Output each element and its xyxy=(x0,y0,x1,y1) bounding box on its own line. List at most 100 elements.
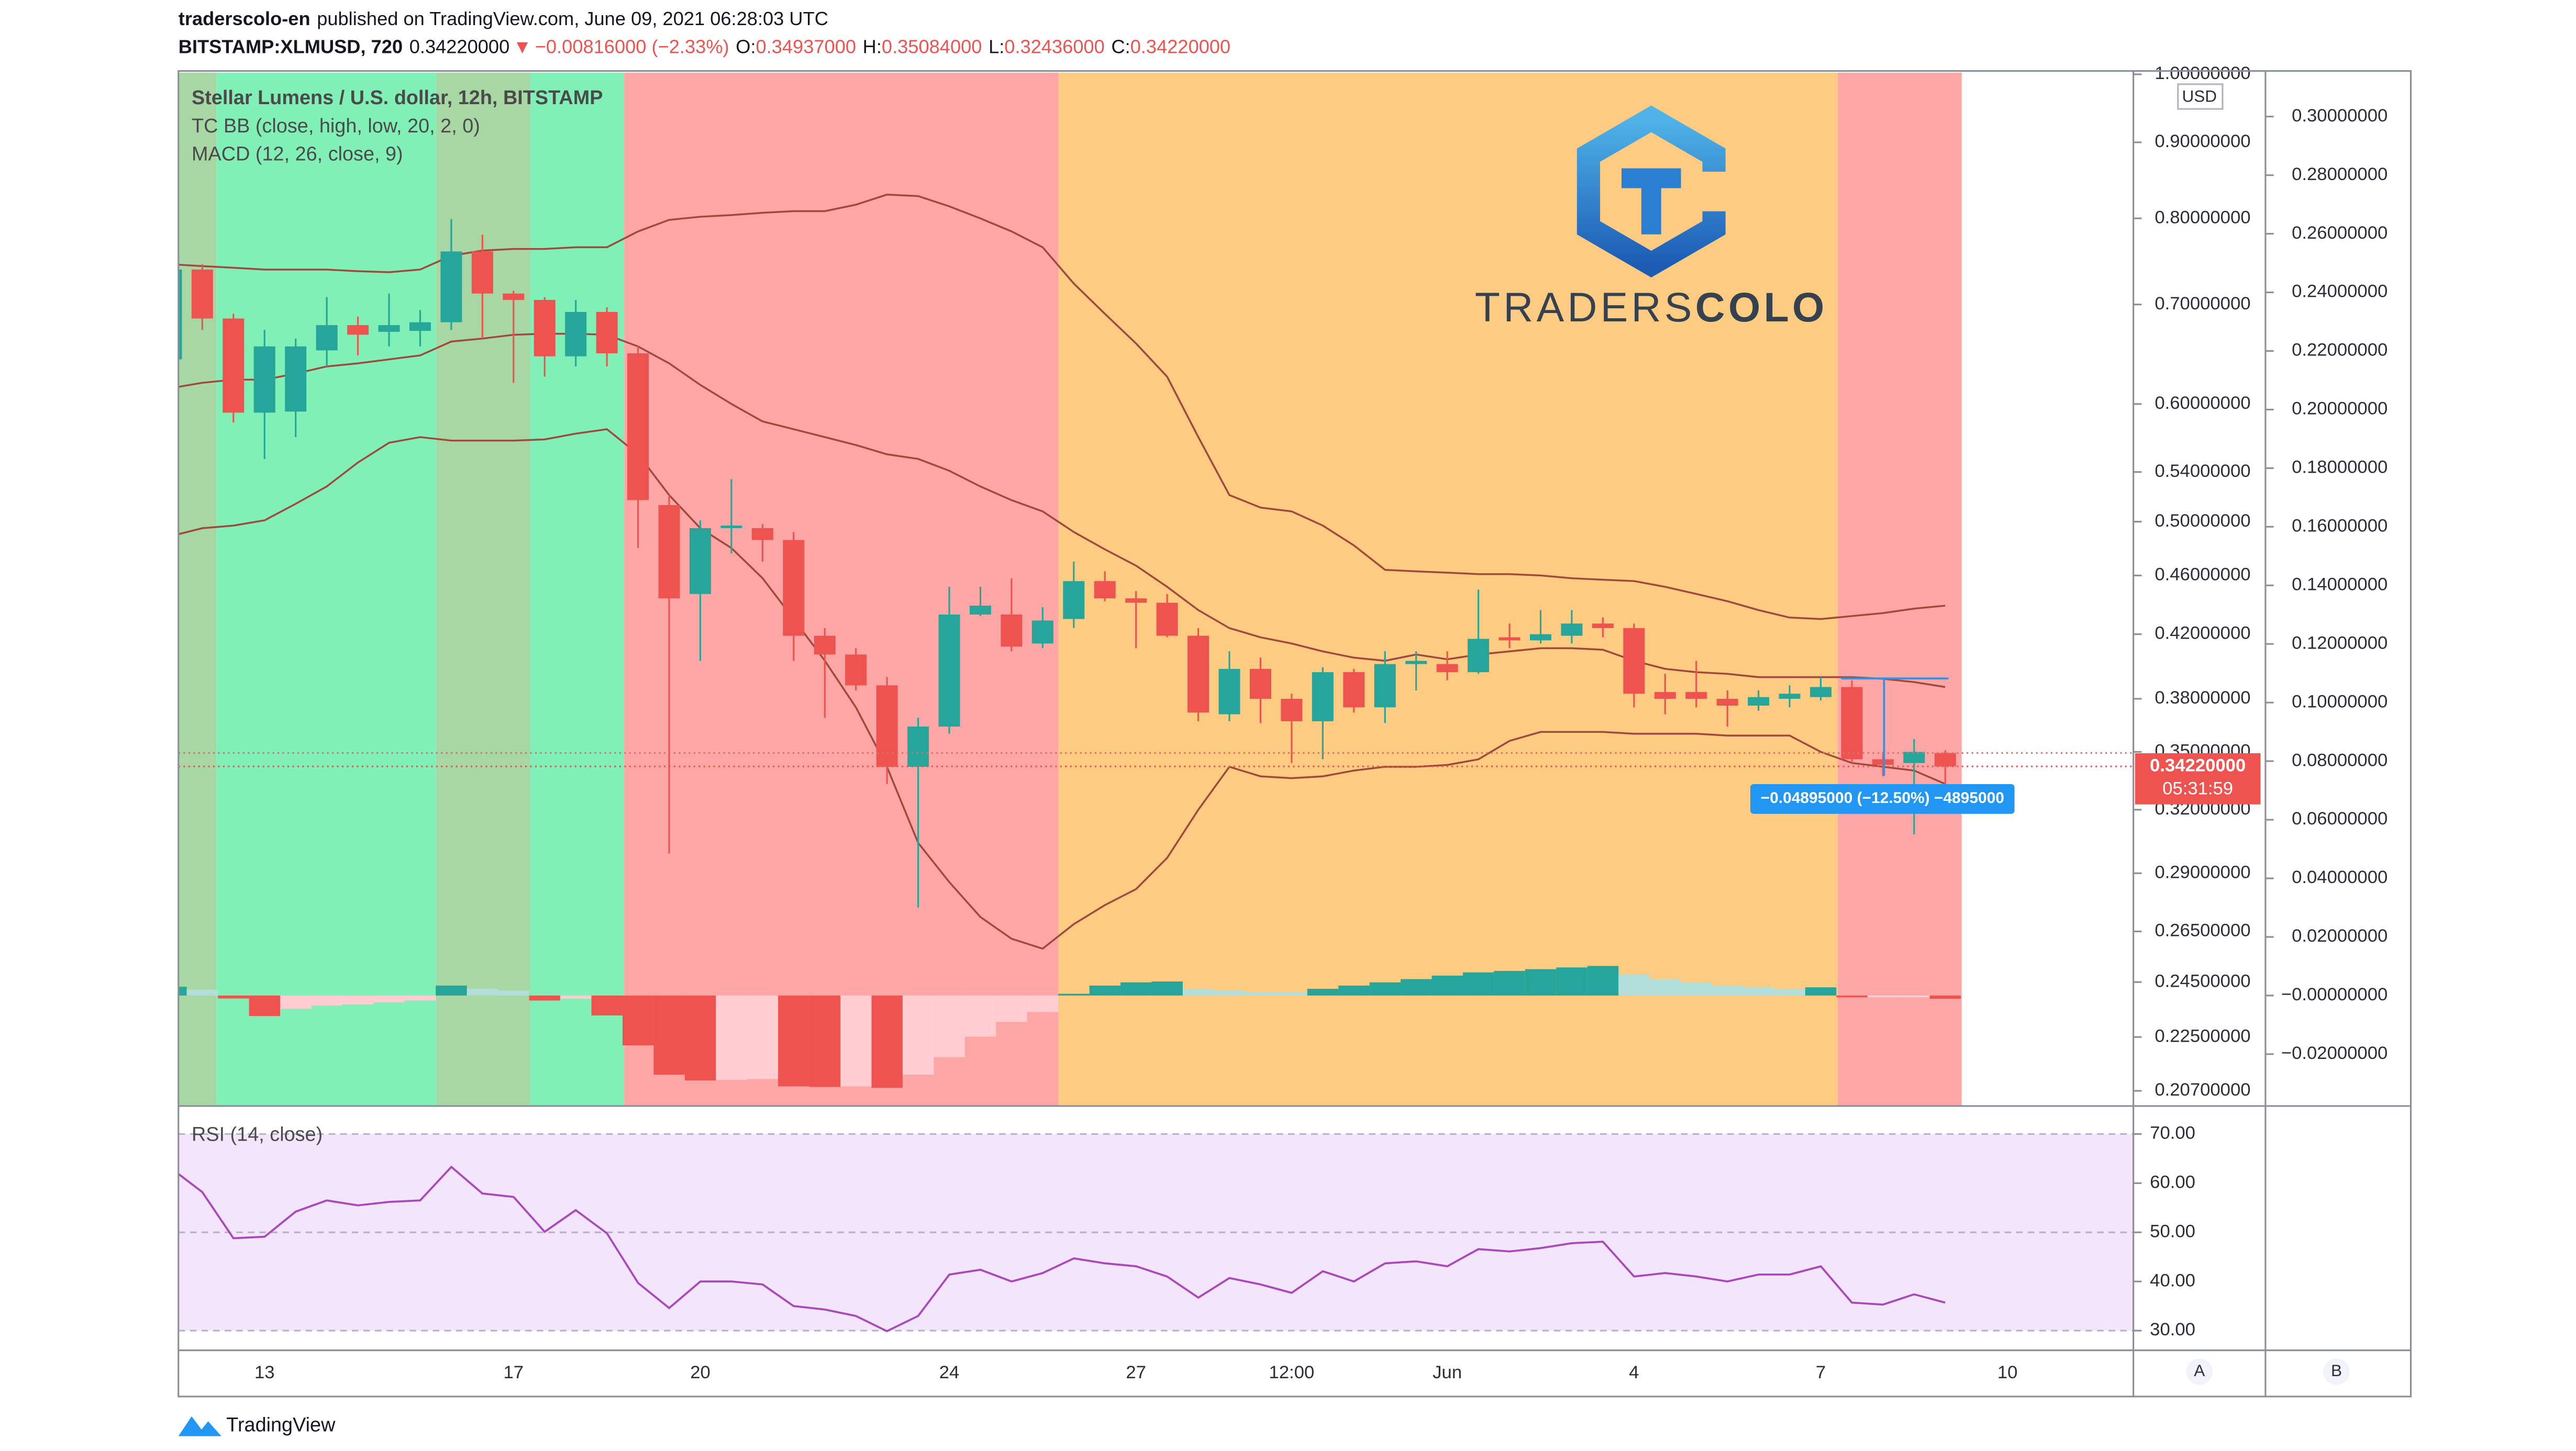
candle-body xyxy=(191,269,213,319)
y2-tick-label: 0.06000000 xyxy=(2292,809,2388,829)
macd-bar xyxy=(1898,995,1930,998)
macd-bar xyxy=(622,995,654,1046)
candle-body xyxy=(1468,639,1490,673)
macd-bar xyxy=(1027,995,1059,1012)
axes: 1.00000000 0.90000000 0.80000000 0.70000000… xyxy=(254,63,2388,1382)
band-line xyxy=(178,194,1946,620)
candle-body xyxy=(1436,664,1458,673)
zone xyxy=(1838,72,1962,1106)
y2-tick-label: 0.24000000 xyxy=(2292,282,2388,302)
tv-logo xyxy=(178,1416,221,1436)
brand-a: TRADERS xyxy=(1475,284,1695,330)
change: −0.00816000 (−2.33%) xyxy=(535,36,729,57)
macd-bar xyxy=(560,995,592,999)
band-line xyxy=(178,428,1946,950)
y-tick-label: 0.60000000 xyxy=(2155,393,2250,413)
macd-bar xyxy=(1556,967,1587,996)
pane-label[interactable]: A xyxy=(2194,1361,2205,1380)
candle-body xyxy=(1218,668,1240,715)
candle-body xyxy=(1094,581,1116,599)
ohlc: O:0.34937000 H:0.35084000 L:0.32436000 C:0.… xyxy=(736,36,1230,57)
y-tick-label: 60.00 xyxy=(2150,1172,2195,1192)
y2-tick-label: 0.26000000 xyxy=(2292,223,2388,243)
x-tick-label: 24 xyxy=(939,1363,960,1382)
candle-body xyxy=(1779,694,1801,699)
macd-bar xyxy=(373,995,405,1002)
y-tick-label: 0.46000000 xyxy=(2155,565,2250,585)
candle-body xyxy=(1841,687,1863,760)
macd-bar xyxy=(280,995,312,1009)
candle-body xyxy=(223,318,245,413)
candle-body xyxy=(907,727,929,767)
measure-label: −0.04895000 (−12.50%) −4895000 xyxy=(1761,789,2004,807)
candle-body xyxy=(1872,759,1894,765)
zone xyxy=(1058,72,1838,1106)
macd-bar xyxy=(1742,987,1774,996)
logo-gap xyxy=(1691,171,1731,211)
y-tick-label: 0.80000000 xyxy=(2155,207,2250,227)
y-tick-label: 1.00000000 xyxy=(2155,63,2250,83)
candle-body xyxy=(1934,753,1956,767)
candle-body xyxy=(814,635,836,655)
y2-tick-label: −0.00000000 xyxy=(2281,985,2388,1004)
candle-body xyxy=(1187,635,1209,713)
candle-body xyxy=(347,325,369,335)
header-line: traderscolo-en published on TradingView.c… xyxy=(179,7,828,29)
logo-t xyxy=(1622,168,1681,235)
macd-bar xyxy=(1587,966,1619,996)
pane-label[interactable]: B xyxy=(2331,1361,2342,1380)
candle-body xyxy=(1530,634,1551,641)
last-price: 0.34220000 xyxy=(409,36,510,57)
brand-b: COLO xyxy=(1695,284,1828,330)
macd-bar xyxy=(218,995,249,999)
currency-box xyxy=(2177,83,2224,110)
x-tick-label: 7 xyxy=(1816,1363,1826,1382)
candle-body xyxy=(658,505,680,599)
x-tick-label: 10 xyxy=(1997,1363,2018,1382)
macd-bar xyxy=(249,995,281,1017)
macd-bar xyxy=(529,995,561,1001)
zone xyxy=(530,72,625,1106)
macd-bar xyxy=(1649,979,1681,996)
pane-button[interactable] xyxy=(2186,1358,2213,1385)
macd-bar xyxy=(1214,990,1245,996)
candle-body xyxy=(534,299,556,356)
y2-tick-label: 0.16000000 xyxy=(2292,516,2388,535)
candle-body xyxy=(1063,581,1085,619)
y2-tick-label: 0.10000000 xyxy=(2292,691,2388,711)
macd-bar xyxy=(404,995,436,1001)
candle-body xyxy=(1001,614,1023,647)
macd-bar xyxy=(840,995,872,1087)
pane-button[interactable] xyxy=(2323,1358,2350,1385)
macd-bar xyxy=(653,995,685,1075)
candle-body xyxy=(751,528,773,540)
macd-bar xyxy=(1058,994,1090,996)
macd-bar xyxy=(1805,987,1837,996)
rsi-plot xyxy=(178,1133,2134,1333)
y-tick-label: 0.90000000 xyxy=(2155,131,2250,151)
candle-body xyxy=(378,325,400,332)
macd-bar xyxy=(186,989,218,996)
candle-body xyxy=(1031,620,1053,644)
y2-tick-label: −0.02000000 xyxy=(2281,1043,2388,1063)
legend-bb: TC BB (close, high, low, 20, 2, 0) xyxy=(192,115,480,137)
candle-body xyxy=(720,526,742,528)
price-tag xyxy=(2135,753,2261,805)
macd-bar xyxy=(1462,972,1494,996)
watermark: TRADERSCOLO xyxy=(1475,105,1828,330)
ohlc-key: C: xyxy=(1111,36,1130,57)
logo-hex xyxy=(1576,105,1726,278)
candle-body xyxy=(845,654,867,686)
candle-body xyxy=(1343,672,1365,708)
zone xyxy=(216,72,436,1106)
rsi-pane xyxy=(178,1133,2134,1333)
symbol: BITSTAMP:XLMUSD, 720 xyxy=(179,36,403,57)
x-tick-label: 20 xyxy=(690,1363,710,1382)
macd-bar xyxy=(1494,970,1525,996)
candle-body xyxy=(1249,668,1271,699)
macd-bar xyxy=(809,995,841,1087)
measure: −0.04895000 (−12.50%) −4895000 xyxy=(1750,677,2015,814)
candle-body xyxy=(938,614,960,727)
ohlc-value: 0.32436000 xyxy=(1004,36,1105,57)
